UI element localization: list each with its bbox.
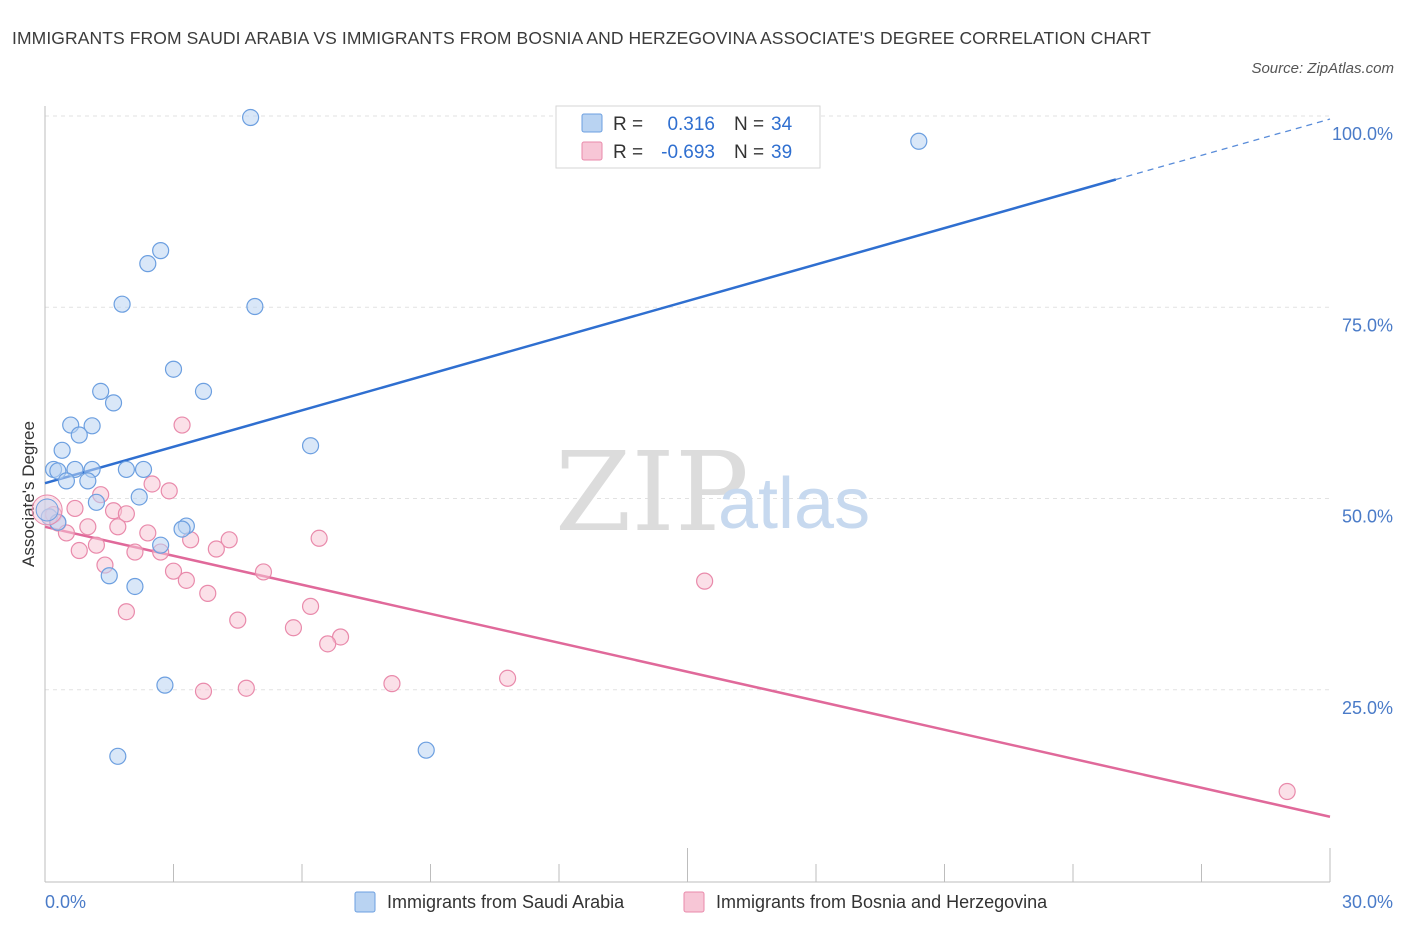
point-bosnia-10: [109, 518, 127, 536]
point-bosnia-25: [696, 572, 714, 590]
bottom-legend-label-pink: Immigrants from Bosnia and Herzegovina: [716, 892, 1048, 912]
bottom-legend-swatch-pink: [683, 891, 705, 913]
point-bosnia-27: [117, 603, 135, 621]
watermark-atlas: atlas: [718, 464, 870, 544]
point-saudi-arabia-20: [134, 460, 153, 479]
point-bosnia-16: [87, 536, 106, 554]
point-bosnia-28: [301, 597, 320, 615]
point-saudi-arabia-9: [104, 394, 123, 412]
point-bosnia-13: [310, 529, 328, 547]
point-saudi-arabia-31: [126, 577, 144, 596]
legend-n-label-1: N =: [734, 114, 764, 135]
point-bosnia-30: [284, 619, 303, 637]
y-tick-labels: 100.0% 75.0% 50.0% 25.0%: [1332, 124, 1393, 718]
point-bosnia-1: [143, 475, 161, 493]
x-tick-labels: 0.0% 30.0%: [45, 892, 1393, 912]
point-saudi-arabia-29: [152, 536, 170, 554]
point-saudi-arabia-11: [83, 417, 101, 435]
point-bosnia-18: [70, 541, 88, 560]
y-tick-label-0: 100.0%: [1332, 124, 1393, 144]
point-saudi-arabia-13: [301, 437, 320, 455]
point-bosnia-6: [117, 505, 135, 523]
point-saudi-arabia-21: [57, 472, 76, 490]
bottom-legend: Immigrants from Saudi Arabia Immigrants …: [354, 891, 1048, 913]
trend-line-saudi-arabia: [44, 178, 1117, 485]
bottom-legend-swatch-blue: [354, 891, 376, 913]
legend-r-label-2: R =: [613, 142, 643, 163]
point-bosnia-37: [1278, 782, 1296, 801]
point-bosnia-34: [383, 675, 401, 693]
point-saudi-arabia-34: [417, 741, 435, 759]
legend-n-label-2: N =: [734, 142, 764, 163]
point-saudi-arabia-30: [100, 567, 118, 585]
point-bosnia-22: [254, 563, 273, 581]
trend-line-saudi-arabia-extension: [1115, 118, 1331, 181]
point-bosnia-32: [319, 635, 337, 653]
point-bosnia-12: [139, 524, 157, 542]
watermark: ZIP atlas: [555, 428, 870, 556]
legend-swatch-blue: [581, 113, 603, 133]
point-bosnia-19: [126, 543, 144, 561]
point-saudi-arabia-24: [87, 493, 106, 511]
point-saudi-arabia-8: [92, 382, 110, 400]
point-bosnia-26: [199, 584, 217, 602]
data-points: [31, 108, 1296, 801]
point-saudi-arabia-0: [242, 108, 260, 127]
point-saudi-arabia-28: [173, 520, 191, 538]
legend-r-value-1: 0.316: [667, 114, 715, 135]
point-saudi-arabia-3: [139, 255, 157, 273]
point-saudi-arabia-17: [66, 460, 84, 479]
point-bosnia-29: [229, 611, 247, 629]
cluster-saudi-arabia: [35, 498, 59, 522]
legend-n-value-1: 34: [771, 114, 793, 135]
point-saudi-arabia-14: [53, 441, 71, 459]
legend-r-label-1: R =: [613, 114, 643, 135]
y-axis-label: Associate's Degree: [19, 421, 38, 567]
point-bosnia-17: [207, 540, 225, 558]
y-tick-label-3: 25.0%: [1342, 698, 1393, 718]
point-bosnia-14: [220, 531, 238, 549]
point-bosnia-35: [237, 679, 255, 697]
point-saudi-arabia-12: [70, 426, 88, 444]
legend-swatch-pink: [581, 141, 603, 161]
bottom-legend-label-blue: Immigrants from Saudi Arabia: [387, 892, 625, 912]
gridlines: [45, 115, 1330, 691]
top-legend: R = 0.316 N = 34 R = -0.693 N = 39: [555, 105, 821, 169]
point-bosnia-36: [194, 682, 213, 700]
watermark-zip: ZIP: [555, 428, 749, 556]
point-saudi-arabia-32: [156, 676, 174, 694]
y-tick-label-2: 50.0%: [1342, 507, 1393, 527]
point-bosnia-0: [173, 416, 191, 434]
point-saudi-arabia-6: [164, 360, 183, 378]
x-tick-label-0: 0.0%: [45, 892, 86, 912]
point-saudi-arabia-2: [152, 242, 170, 260]
point-bosnia-23: [164, 562, 183, 580]
point-saudi-arabia-19: [117, 460, 135, 479]
chart-title: IMMIGRANTS FROM SAUDI ARABIA VS IMMIGRAN…: [12, 28, 1152, 48]
point-saudi-arabia-23: [130, 488, 148, 506]
point-saudi-arabia-33: [109, 747, 127, 765]
point-bosnia-4: [66, 499, 84, 518]
point-saudi-arabia-4: [113, 295, 131, 313]
y-tick-label-1: 75.0%: [1342, 315, 1393, 335]
legend-r-value-2: -0.693: [661, 142, 715, 163]
point-bosnia-2: [160, 482, 178, 500]
legend-n-value-2: 39: [771, 142, 792, 163]
point-bosnia-24: [177, 571, 195, 589]
trend-line-bosnia: [44, 525, 1331, 818]
point-saudi-arabia-22: [79, 472, 97, 490]
axes: [44, 106, 1331, 883]
point-saudi-arabia-1: [910, 132, 928, 150]
point-saudi-arabia-5: [246, 297, 264, 316]
point-bosnia-33: [499, 669, 517, 687]
x-tick-label-1: 30.0%: [1342, 892, 1393, 912]
point-bosnia-9: [79, 518, 97, 536]
point-saudi-arabia-7: [194, 382, 213, 400]
chart-source: Source: ZipAtlas.com: [1251, 60, 1394, 77]
